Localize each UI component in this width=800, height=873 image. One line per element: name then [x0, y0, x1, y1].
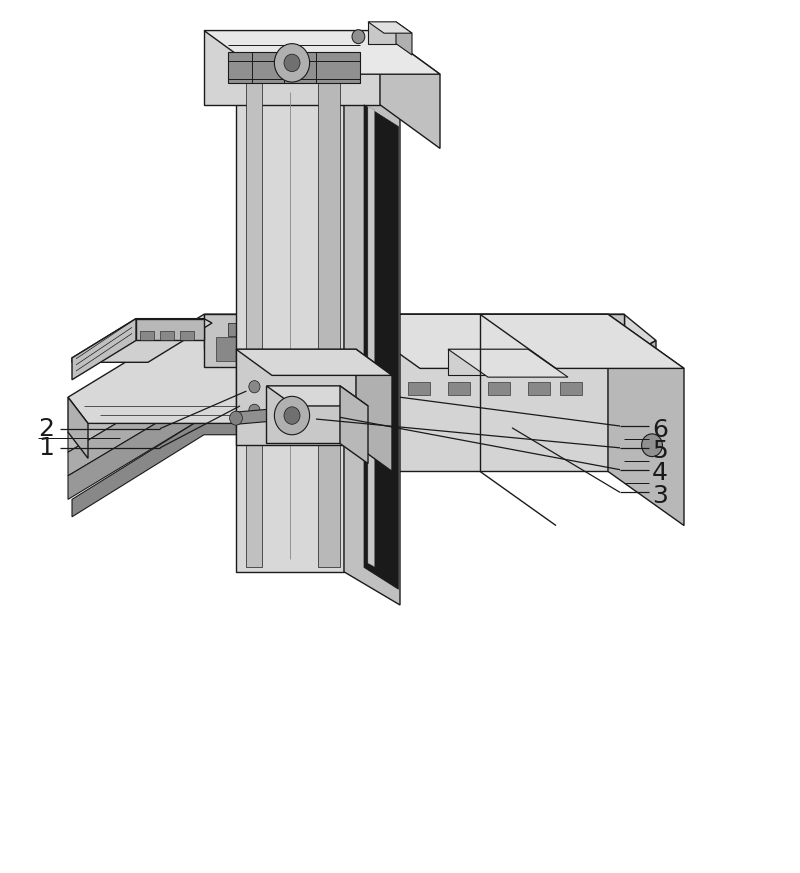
Text: 2: 2 — [38, 416, 54, 441]
Polygon shape — [504, 323, 528, 336]
Polygon shape — [236, 70, 344, 572]
Polygon shape — [448, 349, 568, 377]
Polygon shape — [136, 319, 204, 340]
Polygon shape — [236, 349, 392, 375]
Polygon shape — [364, 105, 398, 589]
Polygon shape — [252, 340, 274, 359]
Polygon shape — [392, 419, 656, 473]
Polygon shape — [324, 323, 348, 336]
Polygon shape — [356, 349, 392, 471]
Polygon shape — [396, 22, 412, 55]
Polygon shape — [246, 83, 262, 567]
Polygon shape — [236, 70, 400, 103]
Polygon shape — [72, 417, 656, 517]
Text: 1: 1 — [38, 436, 54, 460]
Polygon shape — [324, 336, 346, 354]
Polygon shape — [292, 337, 316, 361]
Text: 6: 6 — [652, 417, 668, 442]
Circle shape — [284, 54, 300, 72]
Polygon shape — [216, 337, 240, 361]
Polygon shape — [344, 314, 684, 368]
Polygon shape — [408, 382, 430, 395]
Polygon shape — [560, 382, 582, 395]
Polygon shape — [318, 83, 340, 567]
Polygon shape — [204, 314, 624, 367]
Polygon shape — [356, 334, 378, 353]
Polygon shape — [448, 349, 528, 375]
Polygon shape — [68, 397, 88, 458]
Polygon shape — [236, 409, 266, 424]
Polygon shape — [330, 337, 354, 361]
Polygon shape — [140, 331, 154, 340]
Polygon shape — [444, 337, 468, 361]
Polygon shape — [276, 323, 300, 336]
Polygon shape — [204, 31, 380, 105]
Circle shape — [352, 30, 365, 44]
Polygon shape — [68, 395, 656, 499]
Polygon shape — [204, 31, 440, 74]
Polygon shape — [344, 314, 608, 471]
Polygon shape — [68, 371, 656, 476]
Polygon shape — [340, 386, 368, 464]
Polygon shape — [228, 323, 252, 336]
Polygon shape — [416, 323, 440, 336]
Polygon shape — [160, 331, 174, 340]
Polygon shape — [488, 382, 510, 395]
Polygon shape — [68, 314, 656, 423]
Polygon shape — [388, 333, 410, 352]
Polygon shape — [368, 107, 374, 567]
Circle shape — [249, 404, 260, 416]
Polygon shape — [180, 331, 194, 340]
Circle shape — [642, 434, 662, 457]
Polygon shape — [368, 337, 392, 361]
Polygon shape — [392, 400, 656, 454]
Polygon shape — [228, 52, 360, 83]
Text: 3: 3 — [652, 484, 668, 508]
Polygon shape — [68, 351, 656, 452]
Polygon shape — [528, 382, 550, 395]
Polygon shape — [512, 340, 656, 458]
Polygon shape — [72, 319, 212, 362]
Polygon shape — [608, 314, 684, 526]
Polygon shape — [72, 319, 136, 380]
Polygon shape — [266, 386, 340, 443]
Polygon shape — [588, 337, 612, 361]
Polygon shape — [368, 22, 396, 44]
Circle shape — [230, 411, 242, 425]
Polygon shape — [236, 349, 356, 445]
Polygon shape — [482, 337, 506, 361]
Polygon shape — [368, 22, 412, 33]
Polygon shape — [368, 323, 392, 336]
Polygon shape — [254, 337, 278, 361]
Polygon shape — [392, 349, 656, 384]
Circle shape — [249, 381, 260, 393]
Circle shape — [274, 44, 310, 82]
Polygon shape — [344, 70, 400, 605]
Polygon shape — [556, 337, 580, 361]
Circle shape — [284, 407, 300, 424]
Text: 5: 5 — [652, 439, 668, 464]
Polygon shape — [448, 382, 470, 395]
Polygon shape — [406, 337, 430, 361]
Text: 4: 4 — [652, 461, 668, 485]
Polygon shape — [204, 314, 624, 349]
Polygon shape — [220, 342, 242, 361]
Circle shape — [274, 396, 310, 435]
Polygon shape — [460, 323, 484, 336]
Polygon shape — [288, 338, 310, 356]
Polygon shape — [392, 349, 604, 400]
Polygon shape — [520, 337, 544, 361]
Polygon shape — [266, 386, 368, 406]
Polygon shape — [380, 31, 440, 148]
Polygon shape — [604, 349, 656, 435]
